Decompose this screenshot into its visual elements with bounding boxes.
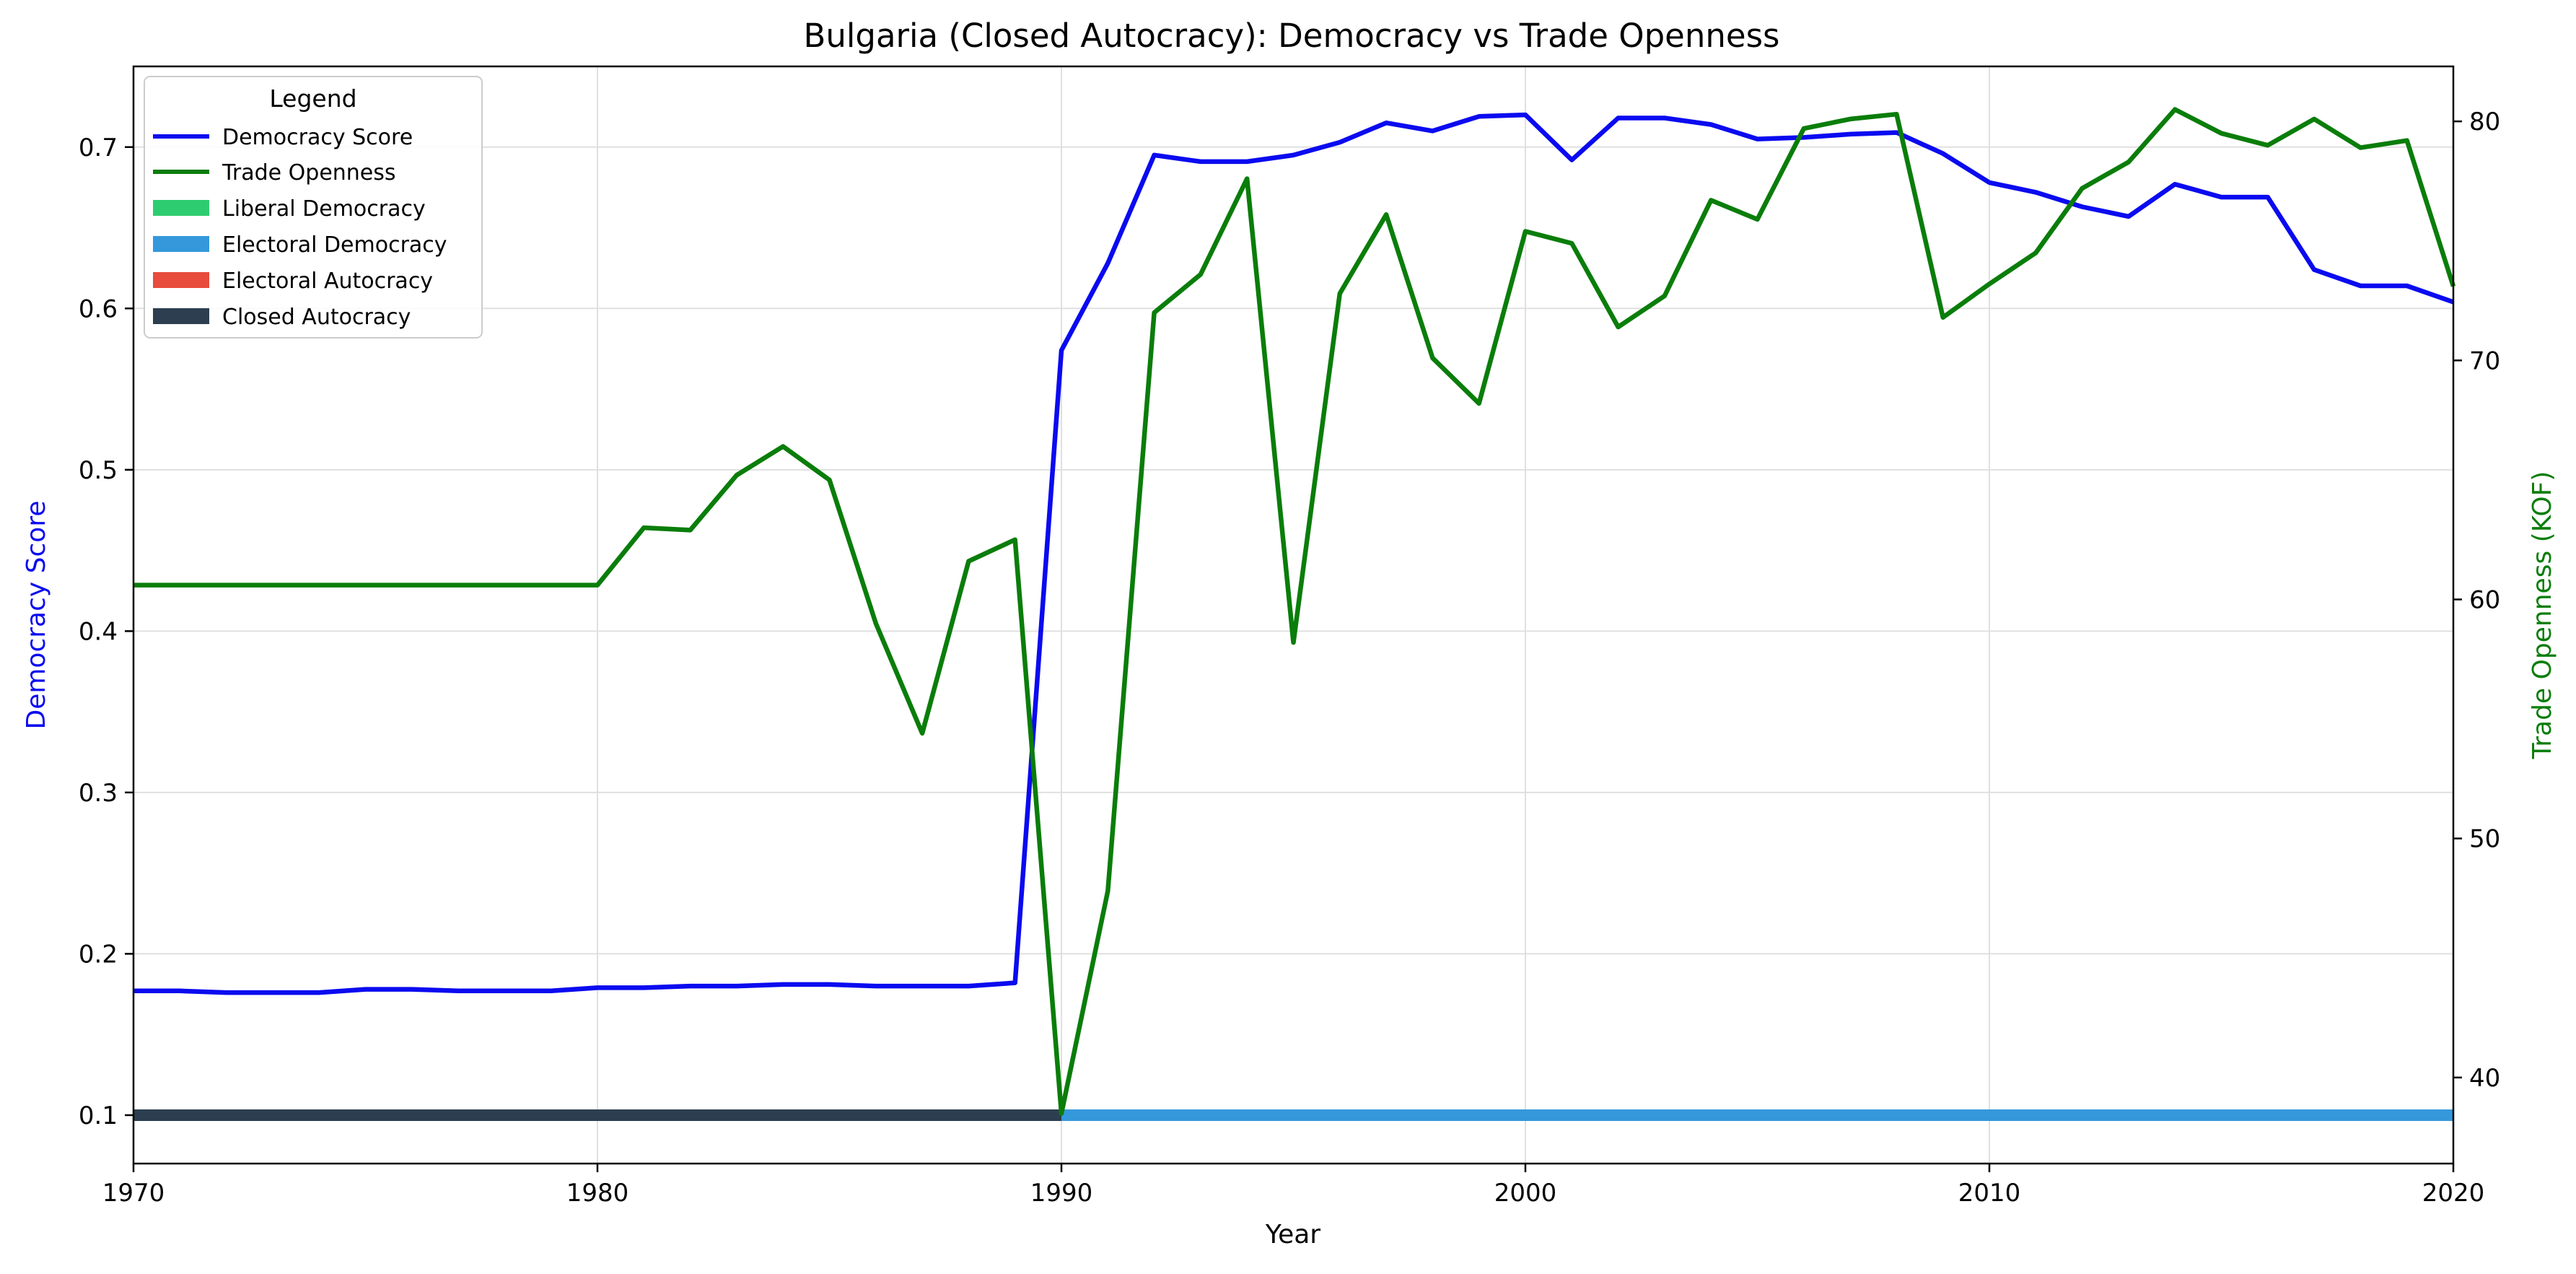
legend-label-closed-autocracy: Closed Autocracy	[222, 305, 411, 330]
x-tick-label: 2010	[1958, 1179, 2021, 1208]
y-axis-left: 0.1 0.2 0.3 0.4 0.5 0.6 0.7	[79, 134, 133, 1130]
series-layer	[133, 107, 2456, 1116]
x-axis: 1970 1980 1990 2000 2010 2020	[102, 1164, 2485, 1208]
legend-swatch-closed-autocracy	[153, 308, 209, 324]
y-left-tick-label: 0.2	[79, 940, 118, 969]
legend-swatch-electoral-autocracy	[153, 272, 209, 288]
plot-frame	[132, 65, 2455, 1165]
legend-label-electoral-autocracy: Electoral Autocracy	[222, 269, 433, 294]
y-left-tick-label: 0.4	[79, 617, 118, 646]
legend-label-trade: Trade Openness	[222, 160, 396, 186]
x-tick-label: 1970	[102, 1179, 165, 1208]
legend-title: Legend	[269, 84, 356, 113]
y-right-tick-label: 80	[2469, 108, 2500, 136]
legend-box	[144, 76, 483, 339]
y-left-tick-label: 0.3	[79, 779, 118, 808]
y-axis-right: 40 50 60 70 80	[2453, 108, 2500, 1093]
legend-label-liberal-democracy: Liberal Democracy	[222, 196, 426, 222]
legend-swatch-liberal-democracy	[153, 200, 209, 216]
y-left-tick-label: 0.1	[79, 1101, 118, 1130]
y-right-tick-label: 70	[2469, 346, 2500, 375]
x-axis-label: Year	[1265, 1220, 1320, 1249]
legend: Legend Democracy Score Trade Openness Li…	[144, 76, 483, 339]
y-left-tick-label: 0.5	[79, 456, 118, 485]
y-axis-right-label: Trade Openness (KOF)	[2528, 471, 2557, 760]
y-left-tick-label: 0.7	[79, 134, 118, 162]
x-tick-label: 1990	[1030, 1179, 1093, 1208]
y-right-tick-label: 60	[2469, 585, 2500, 614]
y-left-tick-label: 0.6	[79, 294, 118, 323]
legend-swatch-electoral-democracy	[153, 236, 209, 252]
series-line-democracy	[133, 112, 2455, 995]
x-tick-label: 2020	[2422, 1179, 2485, 1208]
x-tick-label: 2000	[1494, 1179, 1557, 1208]
legend-label-electoral-democracy: Electoral Democracy	[222, 232, 447, 258]
series-line-trade	[133, 107, 2456, 1116]
legend-label-democracy: Democracy Score	[222, 125, 413, 150]
x-tick-label: 1980	[566, 1179, 629, 1208]
y-right-tick-label: 50	[2469, 825, 2500, 854]
chart-title: Bulgaria (Closed Autocracy): Democracy v…	[804, 17, 1780, 55]
y-right-tick-label: 40	[2469, 1064, 2500, 1093]
y-axis-left-label: Democracy Score	[22, 501, 51, 730]
